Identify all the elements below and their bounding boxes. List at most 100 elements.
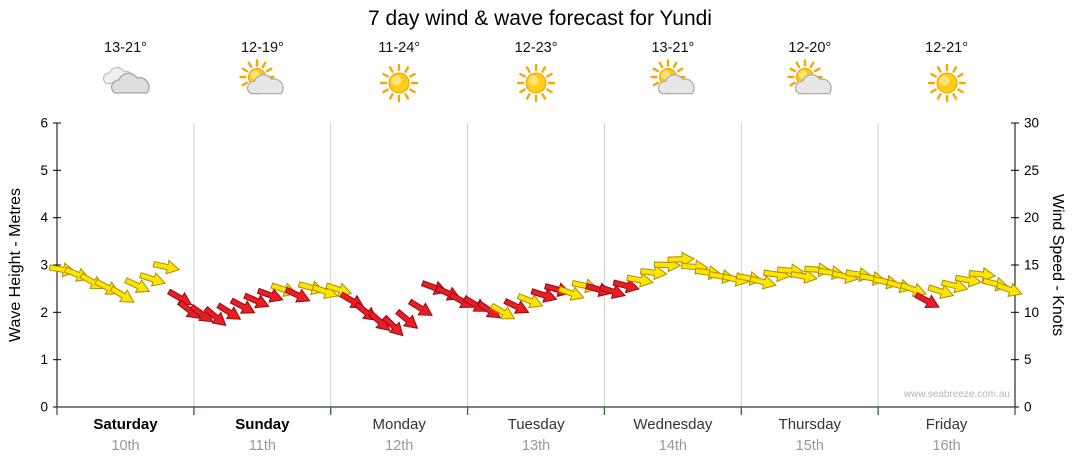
sun-ray bbox=[388, 93, 394, 100]
day-header-thursday: 12-20° bbox=[741, 40, 878, 105]
sun-highlight bbox=[528, 75, 539, 86]
wind-arrow bbox=[667, 251, 696, 267]
weather-icon bbox=[468, 59, 605, 105]
wind-arrow bbox=[216, 302, 242, 320]
day-footer-sunday: Sunday 11th bbox=[194, 416, 331, 454]
day-date: 14th bbox=[658, 438, 687, 454]
sun-ray bbox=[795, 61, 801, 69]
sun-ray bbox=[956, 88, 964, 94]
wind-arrow bbox=[914, 291, 940, 308]
day-name: Monday bbox=[372, 416, 426, 433]
day-date: 15th bbox=[795, 438, 824, 454]
day-name: Tuesday bbox=[507, 416, 565, 433]
left-tick-label: 4 bbox=[40, 210, 48, 225]
wind-arrow bbox=[612, 278, 640, 294]
day-header-saturday: 13-21° bbox=[57, 40, 194, 105]
right-tick-label: 20 bbox=[1024, 210, 1039, 225]
wind-arrow bbox=[940, 278, 969, 294]
weather-icon bbox=[604, 59, 741, 105]
wind-arrow bbox=[203, 306, 227, 327]
sun-ray bbox=[672, 61, 678, 69]
sun-ray bbox=[956, 72, 964, 78]
wind-arrow bbox=[557, 285, 585, 301]
sun-ray bbox=[519, 72, 526, 78]
watermark: www.seabreeze.com.au bbox=[903, 389, 1010, 400]
sun-ray bbox=[809, 61, 815, 69]
wind-arrow bbox=[139, 272, 167, 287]
sun-ray bbox=[382, 72, 390, 78]
temp-range: 12-20° bbox=[788, 40, 832, 56]
cloud-shape bbox=[110, 72, 150, 94]
day-name: Friday bbox=[925, 416, 968, 433]
day-footer-tuesday: Tuesday 13th bbox=[468, 416, 605, 454]
sun-ray bbox=[813, 67, 821, 73]
partly-cloudy-icon bbox=[650, 59, 695, 95]
wind-arrow bbox=[598, 284, 626, 299]
wind-arrow bbox=[968, 266, 997, 283]
sun-highlight bbox=[391, 75, 402, 86]
day-date: 13th bbox=[521, 438, 551, 454]
sun-ray bbox=[382, 88, 390, 94]
sun-ray bbox=[789, 67, 796, 73]
wind-arrow bbox=[639, 265, 668, 281]
sunny-icon bbox=[516, 63, 556, 103]
temp-range: 12-19° bbox=[240, 40, 284, 56]
wind-arrow bbox=[407, 298, 433, 316]
wind-arrow bbox=[284, 286, 311, 303]
sunny-icon bbox=[927, 63, 966, 103]
day-header-monday: 11-24° bbox=[331, 40, 468, 105]
sun-ray bbox=[951, 66, 957, 73]
sun-ray bbox=[658, 61, 664, 69]
sun-ray bbox=[951, 93, 957, 100]
wind-arrow bbox=[420, 280, 448, 296]
temp-range: 13-21° bbox=[651, 40, 695, 56]
wind-arrow bbox=[516, 293, 544, 309]
left-tick-label: 3 bbox=[40, 258, 48, 273]
cloudy-icon bbox=[102, 67, 150, 94]
sun-highlight bbox=[939, 75, 950, 86]
sun-ray bbox=[266, 67, 273, 73]
cloud-shape bbox=[794, 74, 832, 95]
sunny-icon bbox=[379, 63, 419, 103]
wind-arrow bbox=[109, 285, 135, 303]
sun-ray bbox=[409, 88, 416, 94]
day-date: 12th bbox=[385, 438, 414, 454]
right-tick-label: 0 bbox=[1024, 400, 1032, 415]
sun-ray bbox=[546, 72, 553, 78]
day-name: Thursday bbox=[778, 416, 842, 433]
sun-ray bbox=[546, 88, 553, 94]
wind-arrow bbox=[395, 308, 419, 329]
sun-ray bbox=[676, 67, 684, 73]
day-header-wednesday: 13-21° bbox=[604, 40, 741, 105]
wind-arrow bbox=[256, 287, 284, 303]
sun-ray bbox=[929, 88, 937, 94]
wind-arrow bbox=[995, 282, 1023, 297]
sun-ray bbox=[652, 81, 660, 87]
day-header-sunday: 12-19° bbox=[194, 40, 331, 105]
temp-range: 11-24° bbox=[378, 40, 421, 56]
right-tick-label: 5 bbox=[1024, 352, 1032, 367]
left-tick-label: 5 bbox=[40, 163, 48, 178]
wind-arrow bbox=[749, 274, 777, 290]
day-name: Saturday bbox=[93, 416, 158, 433]
sun-ray bbox=[241, 67, 249, 73]
weather-icon bbox=[57, 59, 194, 105]
weather-icon bbox=[741, 59, 878, 105]
sun-ray bbox=[525, 93, 531, 100]
right-tick-label: 10 bbox=[1024, 305, 1039, 320]
cloud-shape bbox=[247, 74, 285, 95]
wind-arrow bbox=[381, 314, 404, 337]
sun-ray bbox=[404, 66, 410, 73]
wind-arrow bbox=[790, 268, 819, 285]
sun-ray bbox=[652, 67, 660, 73]
day-name: Sunday bbox=[235, 416, 290, 433]
sun-ray bbox=[519, 88, 526, 94]
right-tick-label: 15 bbox=[1024, 258, 1039, 273]
day-footer-saturday: Saturday 10th bbox=[57, 416, 194, 454]
wind-arrow bbox=[243, 292, 270, 309]
wind-arrow bbox=[530, 288, 558, 303]
sun-ray bbox=[789, 81, 796, 87]
sun-ray bbox=[388, 66, 394, 73]
